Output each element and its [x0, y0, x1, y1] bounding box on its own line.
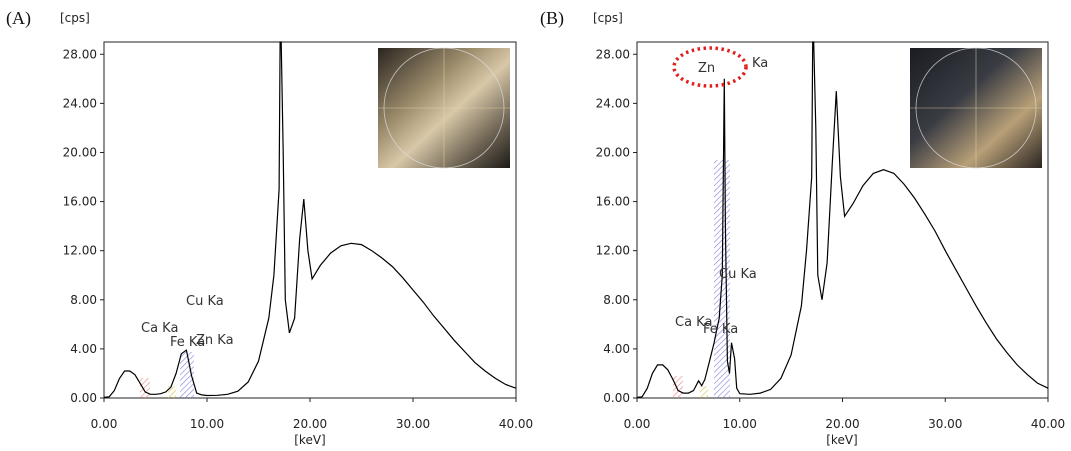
peak-region-ca-a	[140, 378, 150, 398]
y-tick-label-b: 8.00	[603, 293, 630, 307]
peak-region-ca-b	[673, 376, 683, 398]
y-tick-label-b: 0.00	[603, 391, 630, 405]
x-axis-label-a: [keV]	[294, 433, 325, 447]
panel-a: (A) [cps] 0.00 4.00 8.00 12.00 16.00 20.00 24.…	[6, 8, 533, 447]
y-tick-label-a: 16.00	[63, 195, 97, 209]
peak-label-ka-b: Ka	[752, 56, 768, 71]
peak-label-ca-a: Ca Ka	[141, 321, 178, 336]
panel-b: (B) [cps] 0.00 4.00 8.00 12.00 16.00 20.00 24.…	[540, 8, 1065, 447]
y-tick-label-a: 8.00	[70, 293, 97, 307]
y-tick-label-a: 28.00	[63, 47, 97, 61]
x-ticks-a: 0.00 10.00 20.00 30.00 40.00	[91, 398, 534, 431]
y-axis-unit-a: [cps]	[60, 11, 90, 25]
panel-label-a: (A)	[6, 8, 31, 29]
peak-region-fe-b	[700, 386, 708, 398]
y-tick-label-b: 20.00	[596, 145, 630, 159]
peak-label-zn-b: Zn	[698, 61, 715, 76]
y-tick-label-a: 20.00	[63, 145, 97, 159]
y-tick-label-a: 4.00	[70, 342, 97, 356]
x-tick-label-b: 10.00	[723, 417, 757, 431]
y-tick-label-b: 16.00	[596, 195, 630, 209]
x-tick-label-a: 20.00	[293, 417, 327, 431]
peak-label-cu-b: Cu Ka	[719, 267, 757, 282]
x-tick-label-a: 0.00	[91, 417, 118, 431]
y-tick-label-b: 28.00	[596, 47, 630, 61]
peak-label-fe-b: Fe Ka	[703, 322, 738, 337]
y-ticks-a: 0.00 4.00 8.00 12.00 16.00 20.00 24.00 28.00	[63, 47, 104, 405]
y-tick-label-a: 24.00	[63, 96, 97, 110]
x-tick-label-a: 30.00	[396, 417, 430, 431]
y-tick-label-b: 4.00	[603, 342, 630, 356]
x-tick-label-b: 30.00	[928, 417, 962, 431]
peak-label-zn-a: Zn Ka	[196, 333, 234, 348]
x-axis-label-b: [keV]	[826, 433, 857, 447]
y-tick-label-b: 12.00	[596, 244, 630, 258]
x-ticks-b: 0.00 10.00 20.00 30.00 40.00	[624, 398, 1066, 431]
sample-photo-b	[910, 48, 1042, 168]
x-tick-label-b: 20.00	[825, 417, 859, 431]
panel-label-b: (B)	[540, 8, 564, 29]
x-tick-label-b: 0.00	[624, 417, 651, 431]
x-tick-label-a: 40.00	[499, 417, 533, 431]
y-axis-unit-b: [cps]	[593, 11, 623, 25]
peak-label-cu-a: Cu Ka	[186, 294, 224, 309]
sample-photo-a	[378, 48, 510, 168]
y-tick-label-a: 0.00	[70, 391, 97, 405]
peak-region-fe-a	[168, 386, 176, 398]
y-ticks-b: 0.00 4.00 8.00 12.00 16.00 20.00 24.00 28.00	[596, 47, 637, 405]
x-tick-label-a: 10.00	[190, 417, 224, 431]
y-tick-label-b: 24.00	[596, 96, 630, 110]
x-tick-label-b: 40.00	[1031, 417, 1065, 431]
y-tick-label-a: 12.00	[63, 244, 97, 258]
